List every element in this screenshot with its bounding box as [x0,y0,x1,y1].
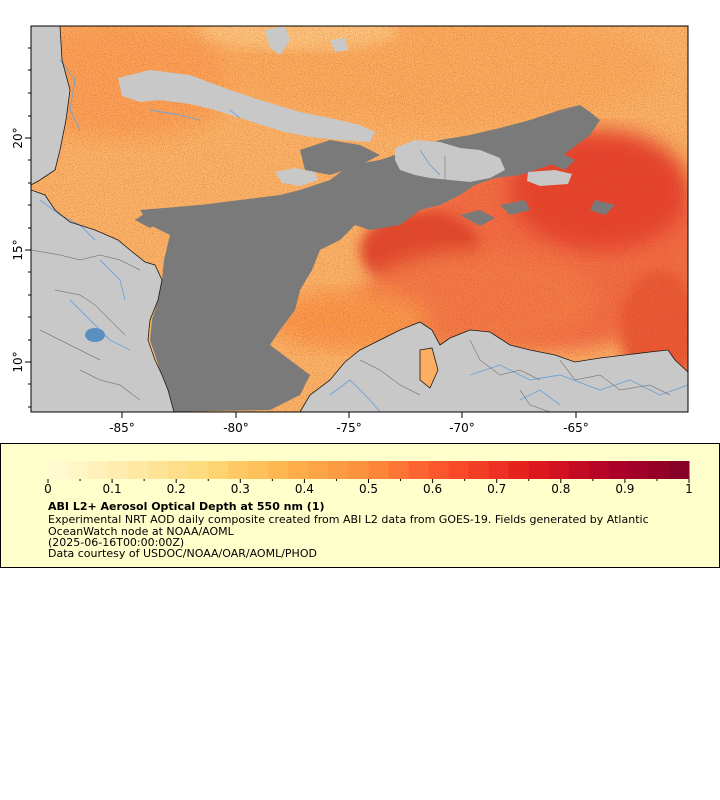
coastlines [31,26,688,412]
colorbar-label: 0.7 [487,482,506,496]
map-frame [30,25,689,413]
country-borders [31,156,671,412]
colorbar-swatch [228,461,249,479]
legend-description: Experimental NRT AOD daily composite cre… [48,514,688,549]
colorbar-swatch [408,461,430,479]
colorbar-label: 0.8 [551,482,570,496]
colorbar-swatch [88,461,109,479]
colorbar-swatches [48,461,690,479]
colorbar-swatch [188,461,209,479]
lon-label-65: -65° [563,421,589,435]
colorbar-swatch [628,461,650,479]
colorbar-swatch [608,461,630,479]
colorbar-swatch [328,461,349,479]
central-america [31,26,70,185]
lon-label-70: -70° [449,421,475,435]
colorbar-swatch [48,461,69,479]
colorbar-swatch [308,461,329,479]
lon-label-75: -75° [336,421,362,435]
lon-label-85: -85° [109,421,135,435]
colorbar-swatch [668,461,690,479]
colorbar-swatch [508,461,530,479]
colorbar-ticks [47,479,690,483]
colorbar-swatch [528,461,550,479]
colorbar-swatch [288,461,309,479]
legend-timestamp: (2025-06-16T00:00:00Z) [48,536,185,549]
colorbar-swatch [388,461,410,479]
colorbar-swatch [128,461,149,479]
lake-maracaibo [420,348,438,388]
colorbar-swatch [568,461,590,479]
hispaniola [395,140,505,182]
colorbar-label: 0.3 [231,482,250,496]
lat-ticks [25,47,31,408]
colorbar-swatch [248,461,269,479]
legend-credit: Data courtesy of USDOC/NOAA/OAR/AOML/PHO… [48,547,317,560]
colorbar-swatch [268,461,289,479]
map-plot-area [31,26,688,412]
colorbar-label: 0 [44,482,52,496]
colorbar-swatch [488,461,510,479]
lat-label-15: 15° [11,239,25,260]
colorbar-swatch [588,461,610,479]
colorbar-swatch [208,461,229,479]
colorbar-swatch [168,461,189,479]
colorbar-label: 0.4 [295,482,314,496]
colorbar-swatch [648,461,670,479]
lat-label-10: 10° [11,351,25,372]
puerto-rico [527,170,572,186]
legend-panel: 0 0.1 0.2 0.3 0.4 0.5 0.6 0.7 0.8 0.9 1 ABI L2+ Ae… [0,443,720,568]
colorbar-swatch [548,461,570,479]
rivers [39,59,688,412]
colorbar-swatch [148,461,169,479]
colorbar-swatch [468,461,490,479]
colorbar-label: 0.2 [167,482,186,496]
cuba [118,70,375,142]
colorbar: 0 0.1 0.2 0.3 0.4 0.5 0.6 0.7 0.8 0.9 1 [44,461,693,496]
lon-label-80: -80° [223,421,249,435]
colorbar-label: 0.5 [359,482,378,496]
bahamas [265,26,290,55]
colorbar-swatch [68,461,89,479]
colorbar-swatch [428,461,450,479]
colorbar-labels: 0 0.1 0.2 0.3 0.4 0.5 0.6 0.7 0.8 0.9 1 [44,482,693,496]
colorbar-swatch [108,461,129,479]
colorbar-label: 0.9 [615,482,634,496]
colorbar-swatch [348,461,369,479]
legend-title: ABI L2+ Aerosol Optical Depth at 550 nm … [48,500,325,513]
colorbar-label: 1 [685,482,693,496]
legend-description-text: Experimental NRT AOD daily composite cre… [48,513,649,538]
lat-label-20: 20° [11,127,25,148]
colorbar-label: 0.1 [103,482,122,496]
colorbar-swatch [448,461,470,479]
no-data-regions [135,105,615,412]
colorbar-label: 0.6 [423,482,442,496]
colorbar-swatch [368,461,390,479]
aod-map: -85° -80° -75° -70° -65° 20° 15° 10° [11,25,689,435]
jamaica [275,168,318,186]
land [31,26,688,412]
lon-ticks [121,412,577,418]
lake-nicaragua [85,328,105,342]
